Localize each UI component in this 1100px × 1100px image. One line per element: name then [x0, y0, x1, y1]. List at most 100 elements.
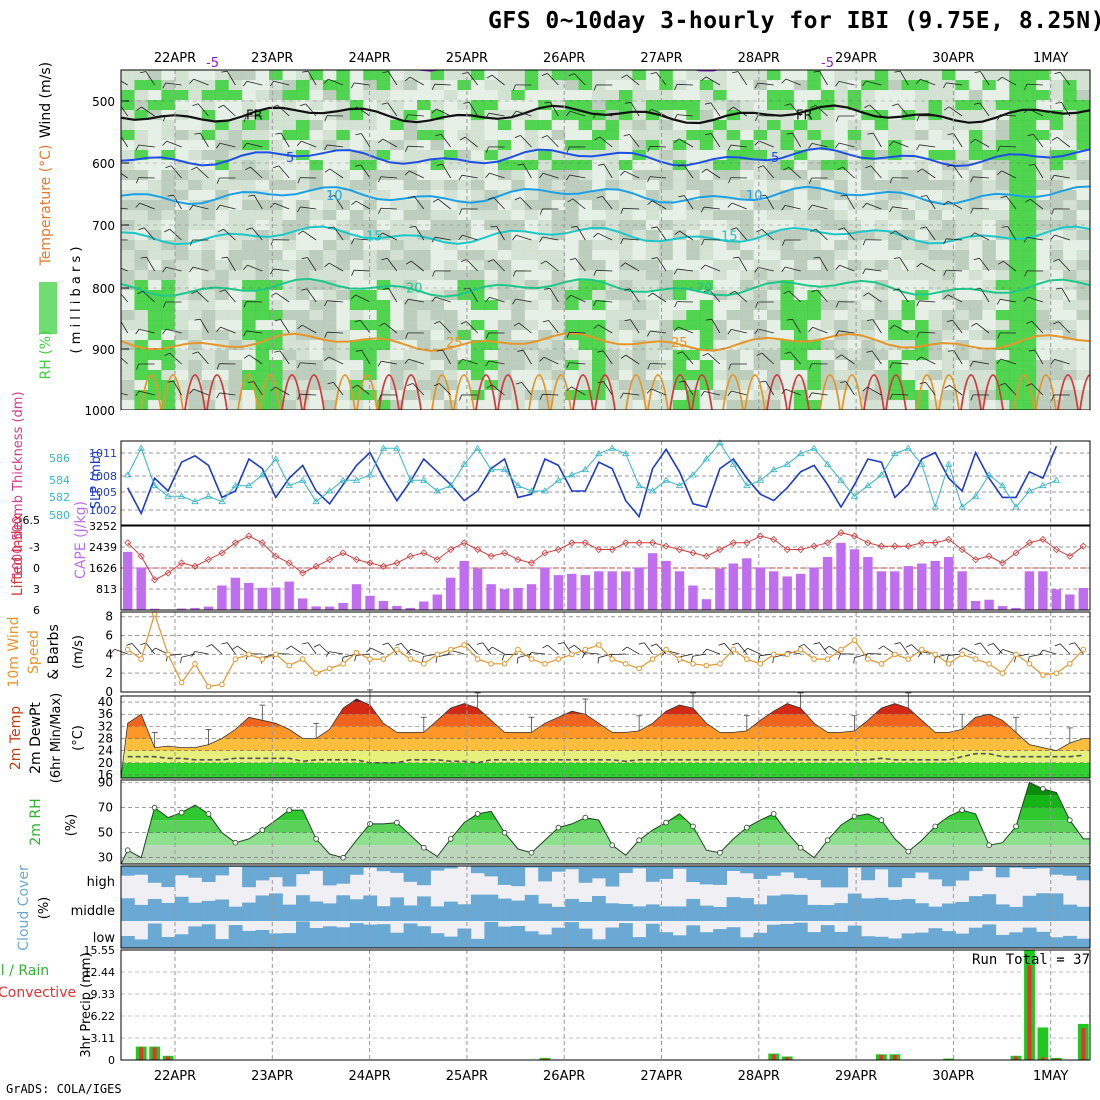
rh-cell	[538, 250, 553, 261]
rh-cell	[403, 380, 418, 391]
upper-wind-barb-flag	[1054, 71, 1061, 75]
rh-cell	[417, 150, 432, 161]
rh-cell	[753, 250, 768, 261]
rh-cell	[861, 330, 876, 341]
rh-cell	[592, 230, 607, 241]
rh-cell	[605, 200, 620, 211]
rh-cell	[941, 360, 957, 371]
upper-wind-barb	[872, 319, 882, 334]
rh-cell	[874, 100, 889, 111]
surface-wind-barb-flag	[690, 656, 694, 663]
surface-wind-barb	[786, 650, 801, 655]
upper-wind-barb-flag	[786, 318, 793, 321]
lifted-index-point	[716, 545, 724, 554]
rh-cell	[632, 160, 647, 171]
upper-wind-barb	[143, 227, 155, 241]
rh-cell	[632, 390, 647, 401]
wind-speed-point	[474, 656, 481, 662]
cape-bar	[944, 557, 954, 610]
rh-cell	[1076, 300, 1090, 311]
wind-tick: 0	[105, 685, 113, 699]
rh-cell	[430, 200, 445, 211]
rh-cell	[322, 320, 337, 331]
rh-cell	[242, 360, 257, 371]
upper-wind-barb	[1000, 358, 1017, 365]
upper-wind-barb	[1004, 383, 1017, 396]
upper-wind-barb	[870, 165, 882, 179]
upper-wind-barb-flag	[894, 70, 901, 73]
rh-cell	[215, 140, 230, 151]
rh-cell	[417, 350, 432, 361]
date-axes: 22APR22APR23APR23APR24APR24APR25APR25APR…	[154, 51, 1069, 1084]
rh-cell	[538, 140, 553, 151]
rh-cell	[470, 140, 485, 151]
rh-cell	[417, 250, 432, 261]
rh-cell	[484, 150, 499, 161]
upper-wind-barb	[1061, 287, 1071, 303]
rh-cell	[820, 90, 835, 101]
cloud-cover-bar	[470, 894, 485, 921]
rh-cell	[228, 400, 243, 410]
rh-cell	[1009, 130, 1024, 141]
surface-wind-barb-flag	[313, 644, 320, 648]
upper-wind-barb-flag	[458, 174, 463, 181]
upper-wind-barb-flag	[458, 234, 463, 240]
upper-wind-barb-flag	[592, 112, 597, 119]
rh-cell	[174, 260, 189, 271]
rh-cell	[713, 340, 728, 351]
upper-wind-barb	[812, 326, 828, 334]
rh-cell	[807, 90, 822, 101]
upper-wind-barb	[731, 390, 747, 396]
rh-cell	[1022, 100, 1037, 111]
rh-cell	[470, 170, 485, 181]
rh-cell	[645, 240, 660, 251]
surface-wind-barb	[436, 653, 451, 658]
rh-band	[121, 820, 1090, 833]
rh-cell	[793, 330, 808, 341]
rh-cell	[121, 270, 136, 281]
diurnal-contour	[647, 374, 669, 410]
cloud-cover-bar	[968, 896, 983, 921]
upper-wind-barb	[788, 167, 801, 179]
upper-wind-barb-flag	[728, 177, 732, 184]
rh-cell	[282, 290, 297, 301]
rh-cell	[1076, 210, 1090, 221]
upper-wind-barb	[785, 388, 801, 396]
rh-cell	[740, 230, 755, 241]
rh-cell	[793, 120, 808, 131]
rh-cell	[161, 200, 176, 211]
surface-wind-barb	[724, 643, 734, 655]
cloud-cover-bar	[767, 924, 781, 948]
lifted-index-point	[554, 545, 562, 554]
rh-cell	[632, 360, 647, 371]
rh-cell	[417, 240, 432, 251]
rh-cell	[497, 210, 512, 221]
rh-cell	[968, 110, 983, 121]
upper-wind-barb-flag	[247, 381, 254, 384]
rh-cell	[968, 80, 983, 91]
rh-cell	[632, 140, 647, 151]
rh-cell	[363, 180, 378, 191]
rh-cell	[309, 200, 324, 211]
rh-cell	[524, 330, 539, 341]
rh-cell	[363, 210, 378, 221]
rh-cell	[390, 340, 405, 351]
upper-wind-barb	[548, 320, 559, 334]
surface-wind-barb-flag	[702, 648, 708, 654]
rh-cell	[134, 180, 149, 191]
upper-wind-barb-flag	[404, 114, 409, 121]
rh-cell	[538, 90, 553, 101]
rh-cell	[1063, 370, 1078, 381]
surface-wind-barb	[819, 642, 828, 655]
cape-bar	[365, 595, 375, 610]
rh-cell	[1022, 260, 1037, 271]
cape-bar	[149, 608, 160, 610]
cloud-cover-bar	[242, 866, 256, 888]
rh-cell	[511, 100, 526, 111]
upper-wind-barb	[710, 133, 721, 148]
upper-wind-barb-flag	[782, 239, 786, 246]
rh-cell	[457, 240, 472, 251]
upper-wind-barb-flag	[863, 292, 869, 297]
rh-cell	[147, 160, 162, 171]
rh-cell	[174, 320, 189, 331]
